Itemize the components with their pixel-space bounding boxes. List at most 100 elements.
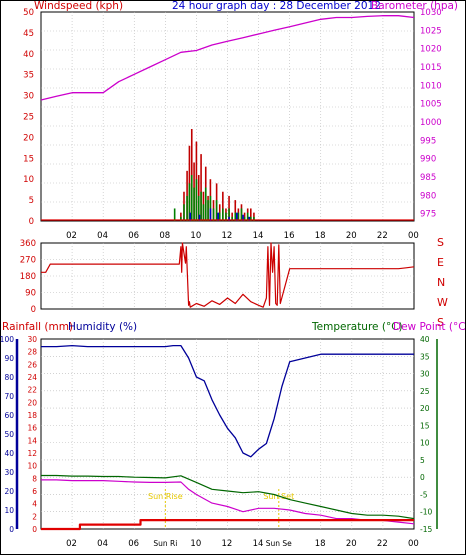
temp-y-tick: 35 (420, 352, 430, 361)
compass-label: W (437, 296, 448, 309)
rain-y-tick: 28 (27, 348, 37, 357)
rain-x-tick: 18 (315, 539, 326, 549)
baro-y-tick: 985 (420, 173, 436, 183)
baro-y-tick: 1025 (420, 26, 442, 36)
rain-x-tick: 00 (408, 539, 419, 549)
humidity-y-tick: 60 (4, 411, 14, 420)
direction-panel-grid (41, 243, 414, 309)
wind-x-tick: 16 (284, 231, 295, 241)
graph-title: 24 hour graph day : 28 December 2012 (172, 0, 381, 12)
humidity-y-tick: 100 (0, 335, 14, 344)
rain-x-tick: 06 (128, 539, 139, 549)
humidity-y-tick: 40 (4, 449, 14, 458)
compass-label: S (437, 236, 444, 249)
wind-panel-grid (41, 12, 414, 221)
wind-x-tick: 14 (253, 231, 264, 241)
rain-y-tick: 22 (27, 386, 37, 395)
dewpoint-axis-title: Dew Point (°C) (393, 321, 466, 333)
rain-y-tick: 14 (27, 436, 37, 445)
compass-label: N (437, 276, 445, 289)
wind-x-tick: 22 (377, 231, 388, 241)
wind-y-tick: 20 (23, 133, 34, 143)
compass-label: E (437, 256, 444, 269)
rain-y-tick: 2 (32, 512, 37, 521)
rain-x-tick: 14 (253, 539, 264, 549)
temp-y-tick: 5 (420, 456, 425, 465)
rain-y-tick: 20 (27, 398, 37, 407)
sun-tick-label: Sun Ri (153, 539, 177, 548)
wind-x-tick: 06 (128, 231, 139, 241)
rain-x-tick: 02 (66, 539, 77, 549)
temp-y-tick: 10 (420, 439, 430, 448)
rain-x-tick: 22 (377, 539, 388, 549)
temp-y-tick: 0 (420, 473, 425, 482)
baro-y-tick: 1005 (420, 100, 442, 110)
temp-y-tick: 25 (420, 387, 430, 396)
direction-y-tick: 180 (20, 272, 36, 282)
humidity-axis-title: Humidity (%) (68, 321, 137, 333)
rain-x-tick: 10 (190, 539, 201, 549)
humidity-y-tick: 30 (4, 468, 14, 477)
rainfall-axis-title: Rainfall (mm) (2, 321, 73, 333)
temp-y-tick: -10 (420, 508, 432, 517)
baro-y-tick: 995 (420, 136, 436, 146)
wind-x-tick: 00 (408, 231, 419, 241)
baro-y-tick: 1030 (420, 8, 442, 18)
rain-y-tick: 4 (32, 500, 37, 509)
baro-y-tick: 1000 (420, 118, 442, 128)
humidity-y-tick: 0 (9, 525, 14, 534)
wind-x-tick: 18 (315, 231, 326, 241)
rain-y-tick: 0 (32, 525, 37, 534)
baro-y-tick: 990 (420, 155, 436, 165)
sun-marker-label: Sun Rise (148, 492, 183, 501)
humidity-y-tick: 20 (4, 487, 14, 496)
wind-axis-title: Windspeed (kph) (34, 0, 123, 12)
wind-x-tick: 04 (97, 231, 108, 241)
temp-y-tick: -5 (420, 490, 428, 499)
barometer-axis-title: Barometer (hpa) (371, 0, 458, 12)
wind-x-tick: 10 (190, 231, 201, 241)
wind-y-tick: 35 (23, 71, 34, 81)
rain-x-tick: 20 (346, 539, 357, 549)
rain-y-tick: 6 (32, 487, 37, 496)
rain-panel-frame (41, 339, 414, 529)
humidity-y-tick: 80 (4, 373, 14, 382)
baro-y-tick: 980 (420, 191, 436, 201)
wind-y-tick: 40 (23, 50, 34, 60)
rain-y-tick: 10 (27, 462, 37, 471)
rain-y-tick: 12 (27, 449, 37, 458)
direction-y-tick: 90 (25, 289, 36, 299)
wind-x-tick: 08 (159, 231, 170, 241)
rain-y-tick: 24 (27, 373, 37, 382)
rain-y-tick: 26 (27, 360, 37, 369)
wind-x-tick: 02 (66, 231, 77, 241)
sun-tick-label: Sun Se (266, 539, 292, 548)
direction-y-tick: 0 (31, 305, 36, 315)
wind-y-tick: 25 (23, 113, 34, 123)
direction-y-tick: 270 (20, 256, 36, 266)
wind-y-tick: 45 (23, 29, 34, 39)
rain-humidity-panel-grid (17, 339, 437, 529)
baro-y-tick: 1015 (420, 63, 442, 73)
temp-y-tick: 20 (420, 404, 430, 413)
wind-x-tick: 12 (222, 231, 233, 241)
rain-x-tick: 12 (222, 539, 233, 549)
humidity-y-tick: 90 (4, 354, 14, 363)
baro-y-tick: 1010 (420, 81, 442, 91)
wind-y-tick: 50 (23, 8, 34, 18)
wind-y-tick: 0 (29, 217, 34, 227)
temp-y-tick: 30 (420, 370, 430, 379)
baro-y-tick: 1020 (420, 45, 442, 55)
temp-y-tick: -15 (420, 525, 432, 534)
temp-y-tick: 40 (420, 335, 430, 344)
temp-y-tick: 15 (420, 421, 430, 430)
baro-y-tick: 975 (420, 210, 436, 220)
humidity-y-tick: 10 (4, 506, 14, 515)
rain-y-tick: 8 (32, 474, 37, 483)
rain-y-tick: 16 (27, 424, 37, 433)
humidity-y-tick: 70 (4, 392, 14, 401)
wind-y-tick: 10 (23, 175, 34, 185)
wind-x-tick: 20 (346, 231, 357, 241)
